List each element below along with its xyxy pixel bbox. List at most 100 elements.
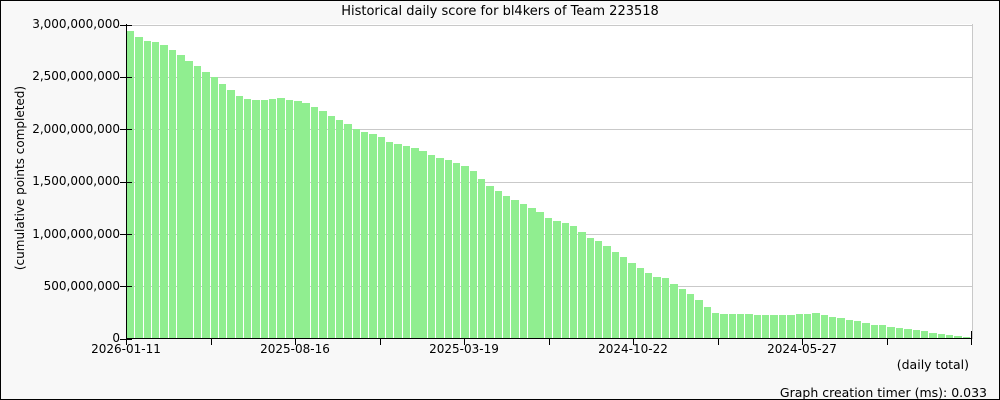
x-tick-label: 2024-05-27: [767, 342, 837, 356]
bar: [636, 268, 645, 338]
y-tick-label: 1,500,000,000: [32, 174, 120, 188]
bar: [803, 314, 812, 338]
bar: [152, 42, 160, 338]
y-tick-label: 3,000,000,000: [32, 17, 120, 31]
bar: [854, 321, 862, 338]
bar: [319, 111, 327, 338]
bar: [594, 241, 603, 338]
daily-total-label: (daily total): [896, 357, 969, 372]
bar: [436, 158, 444, 338]
bar: [386, 142, 394, 338]
bar: [210, 77, 218, 338]
bar: [352, 129, 360, 338]
bar: [954, 336, 962, 338]
bar: [828, 317, 837, 338]
bar: [277, 98, 285, 338]
bar: [695, 300, 703, 338]
bar: [945, 335, 954, 338]
bar: [419, 151, 427, 338]
bar: [787, 315, 795, 338]
bar: [536, 212, 544, 338]
bar: [503, 196, 511, 338]
bar: [762, 315, 770, 338]
bar: [243, 99, 252, 338]
bar: [477, 179, 486, 338]
gridline: [127, 182, 972, 183]
bar: [837, 318, 845, 338]
bar: [519, 204, 528, 338]
bar: [252, 100, 260, 338]
gridline: [127, 129, 972, 130]
bar: [344, 124, 352, 338]
bar: [645, 273, 653, 338]
bar: [168, 50, 177, 338]
bar: [620, 257, 628, 338]
y-axis-line: [126, 24, 127, 339]
bar: [402, 146, 411, 338]
bar: [670, 284, 678, 338]
plot-right-border: [972, 24, 973, 339]
x-tick-label: 2025-03-19: [429, 342, 499, 356]
bar: [369, 134, 377, 338]
bar: [494, 191, 503, 338]
gridline: [127, 77, 972, 78]
bar: [335, 120, 344, 338]
y-axis-tick: [120, 339, 132, 340]
bar: [202, 72, 210, 338]
bar: [360, 132, 369, 338]
bar: [678, 289, 686, 338]
bar: [486, 186, 494, 338]
bar: [544, 218, 553, 338]
bar: [904, 329, 912, 338]
timer-text: Graph creation timer (ms): 0.033: [779, 385, 987, 400]
bar: [870, 325, 879, 338]
bar: [611, 252, 620, 338]
bar: [553, 221, 561, 338]
bar: [327, 116, 335, 338]
bar: [770, 315, 778, 338]
bar: [511, 200, 519, 338]
bar: [737, 314, 745, 338]
bar: [160, 45, 168, 338]
bar: [628, 263, 636, 338]
bar: [661, 278, 670, 338]
y-tick-label: 2,500,000,000: [32, 69, 120, 83]
bar: [795, 314, 803, 338]
x-axis-line: [126, 338, 972, 339]
bar: [586, 238, 594, 338]
bar: [302, 103, 310, 338]
x-tick-label: 2026-01-11: [91, 342, 161, 356]
gridline: [127, 25, 972, 26]
bar: [937, 334, 945, 338]
bar: [310, 107, 319, 338]
y-tick-label: 500,000,000: [43, 279, 120, 293]
bar: [778, 315, 787, 338]
bar: [177, 55, 185, 338]
bar: [285, 100, 294, 338]
bar: [711, 313, 720, 338]
bar: [452, 163, 461, 338]
bar: [444, 160, 452, 338]
bar: [962, 337, 971, 338]
bar: [820, 315, 828, 338]
bar: [929, 333, 937, 338]
bar: [528, 208, 536, 338]
y-tick-label: 2,000,000,000: [32, 122, 120, 136]
bar: [561, 223, 569, 338]
chart-title: Historical daily score for bl4kers of Te…: [341, 4, 659, 19]
bar: [469, 171, 477, 338]
bar: [569, 226, 578, 338]
bar: [227, 90, 235, 338]
bar: [912, 330, 920, 338]
bar: [578, 232, 586, 338]
bar: [218, 84, 227, 338]
bar: [135, 37, 143, 338]
bar: [753, 315, 762, 338]
bar: [845, 320, 854, 338]
bar: [461, 166, 469, 338]
bar: [185, 61, 193, 338]
y-tick-label: 0: [112, 331, 120, 345]
bar: [603, 246, 611, 338]
bar: [887, 327, 895, 338]
